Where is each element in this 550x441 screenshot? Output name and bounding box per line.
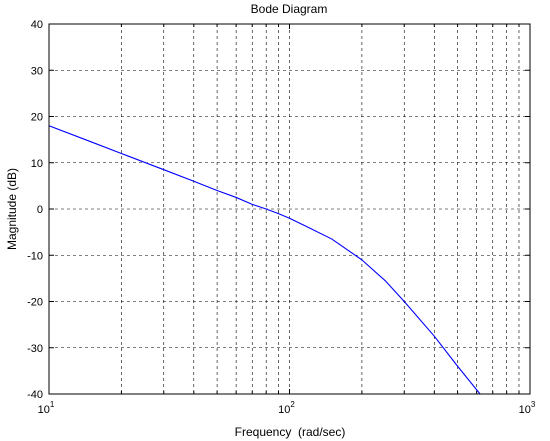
y-tick-label: -30 — [27, 343, 43, 355]
y-tick-labels: -40 -30 -20 -10 0 10 20 30 40 — [27, 19, 43, 401]
series-layer — [48, 125, 481, 395]
y-tick-label: -20 — [27, 297, 43, 309]
x-tick-label: 101 — [38, 400, 55, 416]
x-tick-label: 102 — [278, 400, 295, 416]
y-tick-label: -40 — [27, 389, 43, 401]
y-tick-label: 30 — [31, 65, 43, 77]
x-tick-labels: 101 102 103 — [38, 400, 536, 416]
y-axis-label: Magnitude (dB) — [5, 168, 19, 250]
magnitude-line — [48, 125, 481, 395]
x-tick-label: 103 — [519, 400, 536, 416]
y-tick-label: 20 — [31, 112, 43, 124]
y-tick-label: 40 — [31, 19, 43, 31]
axis-ticks — [48, 23, 530, 395]
grid-lines — [49, 24, 530, 394]
y-tick-label: 0 — [37, 204, 43, 216]
y-tick-label: -10 — [27, 250, 43, 262]
y-tick-label: 10 — [31, 158, 43, 170]
x-axis-label: Frequency (rad/sec) — [235, 425, 346, 439]
chart-title: Bode Diagram — [251, 2, 328, 16]
